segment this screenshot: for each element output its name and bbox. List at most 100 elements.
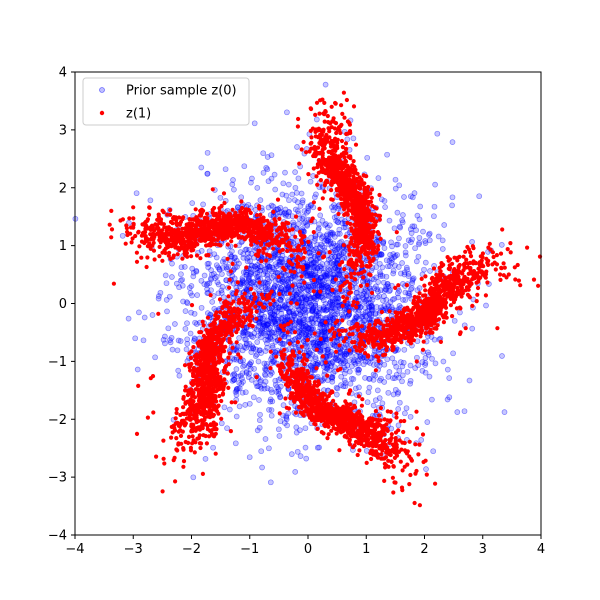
data-point-prior [266,445,272,452]
data-point-prior [305,208,312,214]
data-point-prior [286,208,292,215]
data-point-prior [256,417,263,424]
data-point-z1 [331,418,336,423]
data-point-prior [422,259,429,266]
data-point-z1 [409,458,414,463]
data-point-z1 [333,408,338,413]
data-point-z1 [204,390,209,396]
data-point-prior [238,381,245,387]
data-point-prior [269,310,276,317]
data-point-prior [254,383,260,390]
data-point-prior [213,254,220,261]
data-point-prior [323,275,330,281]
data-point-prior [286,309,292,315]
data-point-z1 [340,410,345,415]
data-point-prior [230,372,236,378]
data-point-z1 [335,426,340,431]
data-point-z1 [212,423,217,428]
data-point-z1 [154,454,159,459]
data-point-z1 [181,405,186,410]
data-point-z1 [347,389,352,394]
data-point-z1 [342,434,347,439]
data-point-prior [321,328,328,335]
data-point-prior [449,139,456,145]
data-point-z1 [314,390,319,395]
data-point-z1 [414,468,419,474]
data-point-z1 [223,330,228,335]
data-point-z1 [300,393,305,398]
data-point-prior [401,271,408,278]
data-point-prior [375,288,381,295]
data-point-z1 [318,289,323,294]
data-point-prior [310,341,317,348]
data-point-z1 [414,426,420,431]
data-point-z1 [259,259,264,264]
data-point-prior [407,380,413,387]
data-point-z1 [201,376,206,381]
data-point-prior [249,343,255,350]
data-point-z1 [310,408,315,413]
data-point-z1 [197,433,202,438]
data-point-z1 [286,376,291,381]
data-point-prior [419,359,426,365]
data-point-prior [258,448,265,455]
data-point-prior [254,274,260,280]
data-point-prior [269,358,276,365]
data-point-prior [248,349,255,355]
data-point-z1 [200,372,205,377]
data-point-prior [248,377,255,383]
data-point-z1 [268,366,273,371]
data-point-prior [188,309,194,316]
data-point-z1 [357,448,362,453]
data-point-prior [201,272,208,279]
data-point-prior [409,236,415,243]
plot-area [72,71,543,536]
data-point-prior [177,338,184,344]
data-point-z1 [162,461,167,466]
data-point-prior [331,214,338,221]
data-point-prior [203,282,210,288]
data-point-prior [336,271,343,278]
data-point-prior [310,204,317,211]
data-point-prior [157,289,164,296]
data-point-z1 [204,441,209,446]
data-point-prior [303,455,310,462]
data-point-z1 [335,368,341,373]
data-point-prior [277,259,283,265]
data-point-prior [403,405,410,412]
data-point-prior [292,206,299,213]
data-point-z1 [279,369,284,375]
data-point-prior [439,246,446,252]
data-point-prior [318,275,324,281]
data-point-prior [298,286,304,293]
data-point-prior [422,369,429,376]
data-point-z1 [371,428,376,434]
data-point-prior [321,348,328,354]
data-point-prior [297,427,303,434]
data-point-z1 [300,359,305,364]
data-point-z1 [237,297,242,302]
data-point-prior [204,149,211,156]
data-point-z1 [184,411,189,416]
data-point-z1 [190,434,195,439]
data-point-prior [265,329,272,336]
data-point-prior [198,304,205,311]
data-point-z1 [353,434,358,439]
data-point-prior [162,340,168,347]
data-point-prior [373,283,379,290]
data-point-z1 [394,415,399,420]
data-point-prior [449,194,456,201]
data-point-z1 [191,390,196,395]
data-point-prior [415,253,422,260]
data-point-prior [366,316,373,323]
data-point-z1 [277,337,282,342]
data-point-z1 [173,479,178,484]
data-point-z1 [185,392,190,398]
data-point-z1 [196,372,201,377]
data-point-prior [476,193,483,200]
data-point-z1 [200,392,205,397]
data-point-prior [416,285,423,291]
data-point-z1 [404,451,409,456]
data-point-prior [333,391,340,398]
data-point-prior [247,361,253,368]
